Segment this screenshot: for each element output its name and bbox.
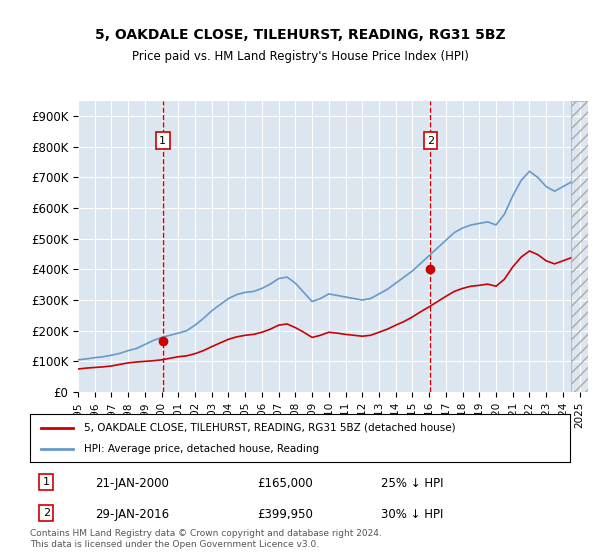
- Bar: [571, 101, 588, 392]
- Text: 5, OAKDALE CLOSE, TILEHURST, READING, RG31 5BZ (detached house): 5, OAKDALE CLOSE, TILEHURST, READING, RG…: [84, 423, 455, 433]
- Text: Price paid vs. HM Land Registry's House Price Index (HPI): Price paid vs. HM Land Registry's House …: [131, 50, 469, 63]
- Text: £399,950: £399,950: [257, 508, 313, 521]
- Text: 2: 2: [43, 508, 50, 518]
- Text: 5, OAKDALE CLOSE, TILEHURST, READING, RG31 5BZ: 5, OAKDALE CLOSE, TILEHURST, READING, RG…: [95, 28, 505, 42]
- Text: £165,000: £165,000: [257, 477, 313, 490]
- Text: 1: 1: [159, 136, 166, 146]
- Text: Contains HM Land Registry data © Crown copyright and database right 2024.
This d: Contains HM Land Registry data © Crown c…: [30, 529, 382, 549]
- Text: 30% ↓ HPI: 30% ↓ HPI: [381, 508, 443, 521]
- Text: HPI: Average price, detached house, Reading: HPI: Average price, detached house, Read…: [84, 444, 319, 454]
- Text: 2: 2: [427, 136, 434, 146]
- Text: 21-JAN-2000: 21-JAN-2000: [95, 477, 169, 490]
- Text: 25% ↓ HPI: 25% ↓ HPI: [381, 477, 443, 490]
- Text: 29-JAN-2016: 29-JAN-2016: [95, 508, 169, 521]
- Text: 1: 1: [43, 477, 50, 487]
